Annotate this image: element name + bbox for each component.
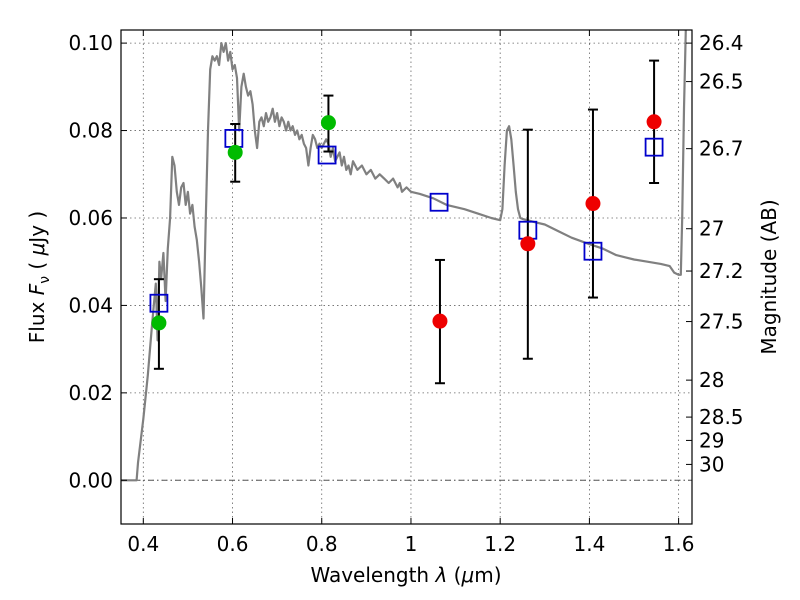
x-tick-labels: 0.4 0.6 0.8 1 1.2 1.4 1.6 <box>127 532 694 556</box>
x-tick-label: 1.6 <box>663 532 695 556</box>
magnitude-axis-label: Magnitude (AB) <box>757 199 781 354</box>
x-tick-label: 1 <box>405 532 418 556</box>
x-axis-label: Wavelength λ (μm) <box>310 563 501 587</box>
magnitude-tick-label: 30 <box>699 452 724 476</box>
grid <box>121 30 692 524</box>
model-square-point <box>224 129 244 148</box>
magnitude-tick-label: 26.5 <box>699 70 744 94</box>
observed-point <box>227 144 243 160</box>
observed-point <box>646 114 662 130</box>
observed-point <box>151 315 167 331</box>
observed-point <box>432 313 448 329</box>
magnitude-tick-label: 29 <box>699 428 724 452</box>
y-tick-label: 0.04 <box>68 293 113 317</box>
observed-point <box>585 196 601 212</box>
observed-point <box>320 115 336 131</box>
x-tick-label: 0.8 <box>306 532 338 556</box>
x-tick-label: 0.4 <box>127 532 159 556</box>
y-tick-label: 0.00 <box>68 468 113 492</box>
model-square-point <box>429 192 449 212</box>
axis-ticks <box>121 30 692 524</box>
magnitude-tick-label: 27.5 <box>699 310 744 334</box>
x-tick-label: 1.2 <box>484 532 516 556</box>
y-tick-label: 0.02 <box>68 381 113 405</box>
magnitude-tick-label: 27.2 <box>699 259 744 283</box>
axes-frame <box>120 29 693 525</box>
magnitude-tick-label: 28.5 <box>699 405 744 429</box>
x-tick-label: 0.6 <box>217 532 249 556</box>
magnitude-tick-label: 26.4 <box>699 31 744 55</box>
model-square-point <box>149 293 169 313</box>
observed-point <box>520 236 536 252</box>
magnitude-tick-label: 26.7 <box>699 137 744 161</box>
y-tick-label: 0.06 <box>68 206 113 230</box>
magnitude-tick-label: 28 <box>699 368 724 392</box>
y-tick-labels: 0.00 0.02 0.04 0.06 0.08 0.10 <box>68 31 113 492</box>
model-spectrum-line <box>121 30 687 482</box>
model-square-point <box>317 145 337 165</box>
magnitude-tick-label: 27 <box>699 217 724 241</box>
plot-clip-group <box>121 30 687 482</box>
y-tick-label: 0.08 <box>68 119 113 143</box>
model-square-point <box>583 241 603 261</box>
model-square-point <box>644 137 664 157</box>
x-tick-label: 1.4 <box>573 532 605 556</box>
y-axis-label: Flux Fν ( μJy ) <box>25 211 53 343</box>
plot-area <box>121 30 687 482</box>
y-tick-label: 0.10 <box>68 31 113 55</box>
